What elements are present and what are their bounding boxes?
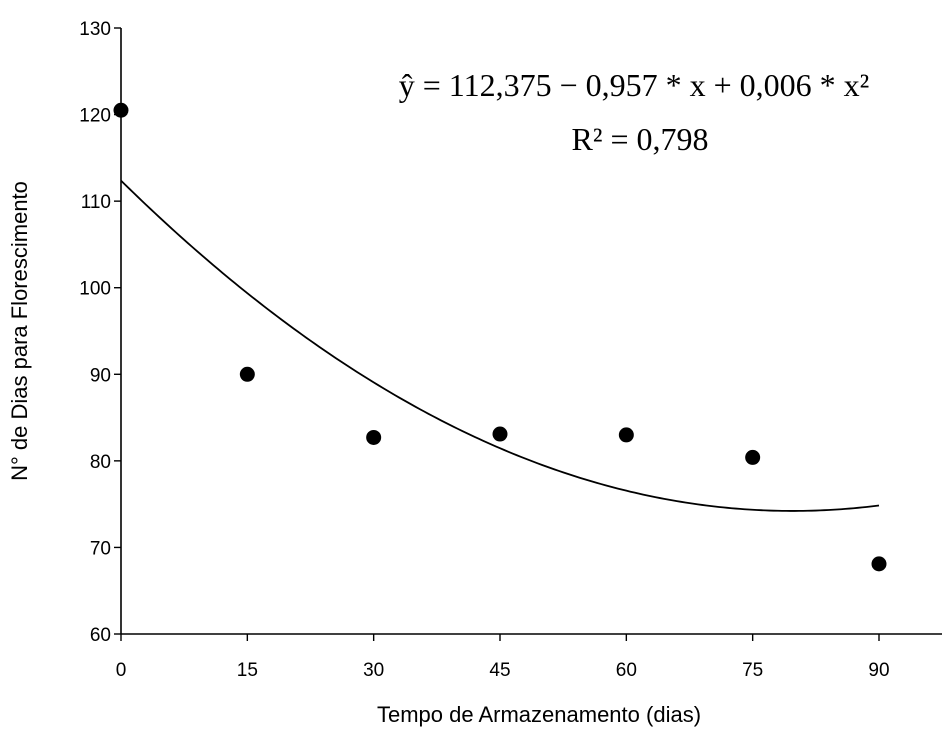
- data-point: [618, 427, 634, 443]
- x-tick-label: 60: [616, 660, 637, 681]
- y-tick-label: 110: [81, 192, 111, 213]
- x-tick-label: 15: [237, 660, 258, 681]
- axes: [120, 28, 942, 635]
- data-point: [492, 426, 508, 442]
- x-tick-label: 45: [489, 660, 510, 681]
- y-tick-label: 90: [90, 365, 111, 386]
- x-tick-label: 30: [363, 660, 384, 681]
- regression-equation: ŷ = 112,375 − 0,957 * x + 0,006 * x²: [399, 67, 870, 103]
- y-tick-label: 130: [79, 19, 111, 40]
- x-ticks: 0 15 30 45 60 75 90: [116, 634, 890, 681]
- data-point: [871, 556, 887, 572]
- y-axis-title: N° de Dias para Florescimento: [7, 181, 32, 481]
- r-squared-label: R² = 0,798: [572, 121, 709, 157]
- x-axis-title: Tempo de Armazenamento (dias): [377, 702, 701, 727]
- y-tick-label: 120: [79, 106, 111, 127]
- y-tick-label: 80: [90, 452, 111, 473]
- regression-curve: [120, 179, 880, 512]
- data-point: [239, 366, 255, 382]
- y-ticks: 60 70 80 90 100 110 120 130: [79, 19, 121, 646]
- data-points: [113, 102, 887, 572]
- data-point: [113, 102, 129, 118]
- x-tick-label: 75: [742, 660, 763, 681]
- y-tick-label: 70: [90, 538, 111, 559]
- data-point: [366, 429, 382, 445]
- data-point: [745, 449, 761, 465]
- y-tick-label: 100: [79, 279, 111, 300]
- x-tick-label: 0: [116, 660, 127, 681]
- y-tick-label: 60: [90, 625, 111, 646]
- x-tick-label: 90: [868, 660, 889, 681]
